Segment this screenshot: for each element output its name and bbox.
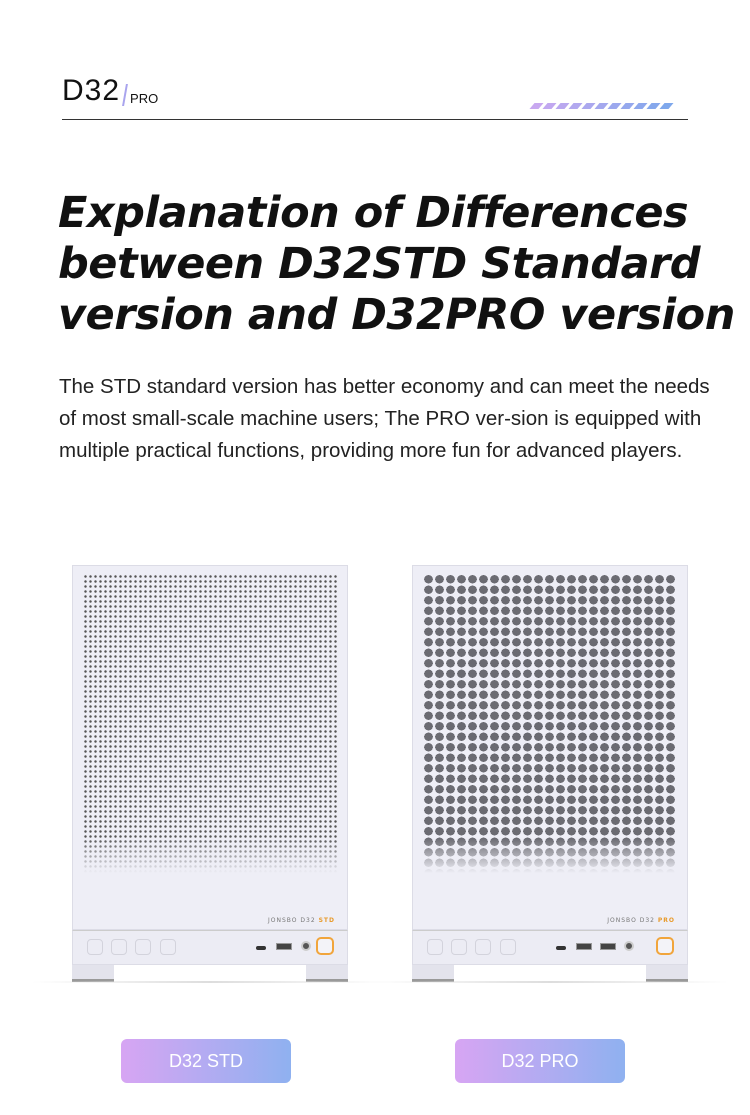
case-std-image: JONSBO D32 STD — [32, 565, 388, 983]
front-io-panel — [412, 930, 688, 965]
brand-header: D32 PRO — [62, 76, 158, 106]
case-pro-image: JONSBO D32 PRO — [372, 565, 728, 983]
usb-c-port — [556, 946, 566, 950]
usb-c-port — [256, 946, 266, 950]
usb-a-port — [600, 943, 616, 950]
power-button — [656, 937, 674, 955]
header-divider — [62, 119, 688, 120]
label-d32-std: D32 STD — [121, 1039, 291, 1083]
divider-slash — [122, 84, 128, 106]
variant-name: PRO — [130, 91, 159, 106]
model-name: D32 — [62, 74, 121, 107]
label-d32-pro: D32 PRO — [455, 1039, 625, 1083]
decorative-stripes — [529, 103, 674, 109]
usb-a-port — [276, 943, 292, 950]
power-button — [316, 937, 334, 955]
front-mesh-panel: JONSBO D32 PRO — [412, 565, 688, 930]
case-logo: JONSBO D32 PRO — [607, 917, 675, 924]
front-io-panel — [72, 930, 348, 965]
stripe — [659, 103, 674, 109]
case-logo: JONSBO D32 STD — [267, 917, 335, 924]
usb-a-port — [576, 943, 592, 950]
front-mesh-panel: JONSBO D32 STD — [72, 565, 348, 930]
audio-jack — [624, 941, 634, 951]
audio-jack — [301, 941, 311, 951]
description: The STD standard version has better econ… — [59, 375, 710, 462]
page-title: Explanation of Differences between D32ST… — [58, 188, 735, 340]
